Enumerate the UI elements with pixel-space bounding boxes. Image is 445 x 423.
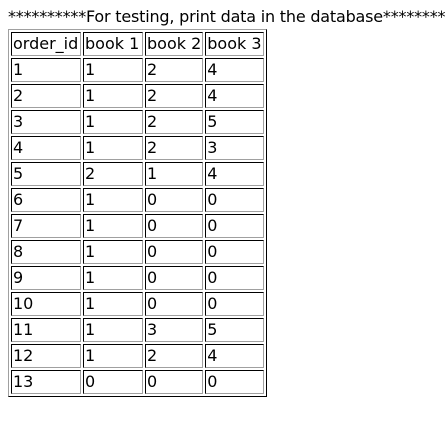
cell-book-3: 4	[205, 84, 264, 108]
cell-book-2: 2	[145, 344, 204, 368]
table-row: 11 1 3 5	[11, 318, 264, 342]
header-book-1: book 1	[83, 32, 143, 56]
header-book-2: book 2	[145, 32, 204, 56]
cell-book-3: 0	[205, 292, 264, 316]
cell-book-2: 0	[145, 188, 204, 212]
cell-book-1: 1	[83, 136, 143, 160]
cell-book-3: 4	[205, 58, 264, 82]
cell-book-1: 1	[83, 84, 143, 108]
cell-order-id: 9	[11, 266, 81, 290]
cell-order-id: 8	[11, 240, 81, 264]
cell-order-id: 13	[11, 370, 81, 394]
cell-book-1: 0	[83, 370, 143, 394]
table-row: 12 1 2 4	[11, 344, 264, 368]
cell-book-1: 1	[83, 110, 143, 134]
cell-book-2: 3	[145, 318, 204, 342]
cell-book-1: 1	[83, 188, 143, 212]
cell-book-2: 2	[145, 58, 204, 82]
cell-book-3: 4	[205, 344, 264, 368]
cell-book-2: 1	[145, 162, 204, 186]
table-row: 13 0 0 0	[11, 370, 264, 394]
cell-order-id: 6	[11, 188, 81, 212]
cell-order-id: 12	[11, 344, 81, 368]
cell-book-3: 3	[205, 136, 264, 160]
cell-book-1: 2	[83, 162, 143, 186]
cell-book-1: 1	[83, 344, 143, 368]
cell-book-2: 0	[145, 214, 204, 238]
cell-book-1: 1	[83, 240, 143, 264]
cell-book-2: 0	[145, 292, 204, 316]
cell-book-1: 1	[83, 292, 143, 316]
cell-book-2: 0	[145, 370, 204, 394]
header-order-id: order_id	[11, 32, 81, 56]
page-heading: **********For testing, print data in the…	[8, 7, 445, 26]
header-book-3: book 3	[205, 32, 264, 56]
cell-order-id: 10	[11, 292, 81, 316]
cell-book-3: 0	[205, 370, 264, 394]
cell-book-2: 0	[145, 266, 204, 290]
cell-book-3: 0	[205, 240, 264, 264]
cell-book-3: 0	[205, 188, 264, 212]
cell-book-3: 0	[205, 214, 264, 238]
cell-order-id: 7	[11, 214, 81, 238]
cell-book-3: 0	[205, 266, 264, 290]
cell-book-3: 4	[205, 162, 264, 186]
cell-book-1: 1	[83, 318, 143, 342]
cell-book-3: 5	[205, 318, 264, 342]
cell-book-2: 2	[145, 84, 204, 108]
table-row: 10 1 0 0	[11, 292, 264, 316]
cell-order-id: 4	[11, 136, 81, 160]
cell-book-3: 5	[205, 110, 264, 134]
cell-order-id: 1	[11, 58, 81, 82]
cell-order-id: 11	[11, 318, 81, 342]
cell-book-1: 1	[83, 58, 143, 82]
cell-book-2: 0	[145, 240, 204, 264]
cell-order-id: 2	[11, 84, 81, 108]
cell-order-id: 3	[11, 110, 81, 134]
cell-book-2: 2	[145, 110, 204, 134]
table-header-row: order_id book 1 book 2 book 3	[11, 32, 264, 56]
cell-order-id: 5	[11, 162, 81, 186]
cell-book-1: 1	[83, 266, 143, 290]
cell-book-1: 1	[83, 214, 143, 238]
cell-book-2: 2	[145, 136, 204, 160]
